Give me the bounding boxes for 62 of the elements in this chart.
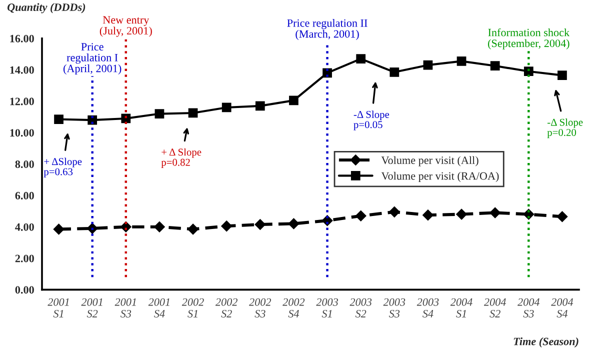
x-axis-title: Time (Season) <box>514 337 578 348</box>
y-tick-label: 4.00 <box>15 223 34 231</box>
point <box>53 224 64 235</box>
annotation: -Δ Slope p=0.20 <box>547 118 583 138</box>
x-tick-label: 2002 S1 <box>182 298 204 318</box>
point <box>456 208 467 220</box>
x-tick-label: 2001 S4 <box>148 298 170 318</box>
point <box>288 218 300 230</box>
ref-line-label: New entry (July, 2001) <box>100 16 152 37</box>
point <box>556 211 568 222</box>
point <box>356 54 366 64</box>
y-tick-label: 14.00 <box>10 66 34 74</box>
point <box>388 206 400 218</box>
x-tick-label: 2004 S2 <box>484 298 506 318</box>
y-tick-label: 2.00 <box>15 254 34 262</box>
point <box>121 114 131 124</box>
point <box>558 70 567 80</box>
ref-line-label: Price regulation I (April, 2001) <box>64 43 122 75</box>
point <box>355 210 366 222</box>
annotation: + ΔSlope p=0.63 <box>44 158 82 178</box>
legend-label: Volume per visit (RA/OA) <box>381 172 499 182</box>
point <box>188 108 198 118</box>
point <box>54 114 64 124</box>
legend-label: Volume per visit (All) <box>381 156 478 166</box>
point <box>390 67 400 77</box>
point <box>422 210 434 220</box>
x-tick-label: 2003 S1 <box>316 298 338 318</box>
point <box>289 96 298 106</box>
y-axis-title: Quantity (DDDs) <box>7 3 86 14</box>
x-tick-label: 2001 S2 <box>81 298 102 318</box>
point <box>188 224 198 235</box>
point <box>423 60 433 70</box>
annotation: + Δ Slope p=0.82 <box>161 148 202 168</box>
y-tick-label: 12.00 <box>10 98 34 106</box>
point <box>490 207 501 218</box>
y-tick-label: 10.00 <box>10 129 34 137</box>
x-tick-label: 2001 S1 <box>48 298 69 318</box>
x-tick-label: 2002 S3 <box>249 298 272 318</box>
point <box>154 109 164 118</box>
point <box>222 102 232 112</box>
x-tick-label: 2003 S2 <box>350 298 372 318</box>
y-tick-label: 0.00 <box>15 286 34 294</box>
x-tick-label: 2004 S4 <box>551 298 574 318</box>
x-tick-label: 2002 S4 <box>282 298 305 318</box>
point <box>490 61 500 71</box>
x-tick-label: 2004 S1 <box>450 298 472 318</box>
x-tick-label: 2002 S2 <box>215 298 238 318</box>
x-tick-label: 2003 S3 <box>383 298 406 318</box>
x-tick-label: 2004 S3 <box>518 298 540 318</box>
ref-line-label: Information shock (September, 2004) <box>488 28 570 50</box>
point <box>255 101 265 111</box>
y-tick-label: 16.00 <box>10 34 34 42</box>
y-tick-label: 6.00 <box>15 192 34 200</box>
point <box>221 220 232 232</box>
x-tick-label: 2003 S4 <box>416 298 439 318</box>
annotation: -Δ Slope p=0.05 <box>354 110 390 130</box>
y-tick-label: 8.00 <box>15 160 34 168</box>
ref-line-label: Price regulation II (March, 2001) <box>287 19 368 40</box>
x-tick-label: 2001 S3 <box>114 298 136 318</box>
point <box>456 56 466 66</box>
point <box>254 219 266 230</box>
point <box>154 221 165 232</box>
